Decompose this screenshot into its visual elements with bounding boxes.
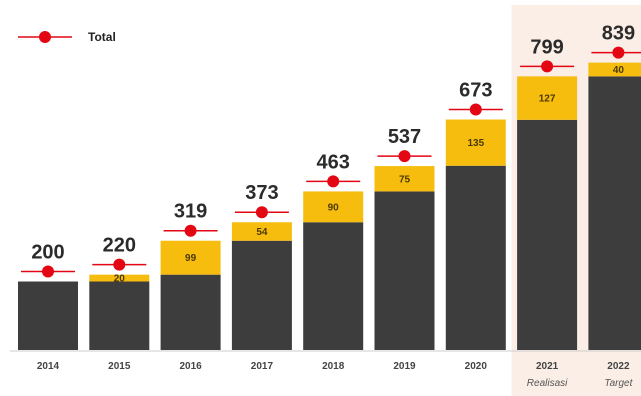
bar-increment-2020	[445, 119, 506, 166]
data-labels: 200 20 220 99 319 54 373 90 463 75 537 135 673 127 799…	[31, 23, 635, 285]
bar-increment-2018	[303, 191, 364, 223]
total-label-2022: 839	[602, 23, 635, 45]
total-marker-2019	[398, 150, 411, 163]
increment-label-2015: 20	[114, 274, 126, 285]
x-tick-2020: 2020	[465, 361, 488, 372]
bar-base-2016	[160, 274, 221, 350]
total-marker-2016	[184, 224, 197, 237]
total-label-2015: 220	[103, 235, 136, 257]
bar-base-2018	[303, 222, 364, 350]
x-tick-2022: 2022	[607, 361, 630, 372]
total-marker-2014	[42, 265, 54, 278]
x-tick-2014: 2014	[37, 361, 60, 372]
bar-base-2022	[588, 76, 641, 350]
total-marker-2021	[541, 60, 554, 73]
x-tick-2015: 2015	[108, 361, 131, 372]
total-marker-2018	[327, 175, 340, 188]
x-tick-2018: 2018	[322, 361, 345, 372]
total-label-2019: 537	[388, 126, 421, 148]
increment-label-2021: 127	[539, 94, 556, 105]
bar-increment-2021	[517, 76, 578, 120]
bar-increment-2019	[374, 166, 435, 192]
total-label-2020: 673	[459, 79, 492, 101]
total-label-2016: 319	[174, 201, 207, 223]
increment-label-2017: 54	[256, 227, 268, 238]
total-marker-2017	[255, 206, 268, 219]
total-label-2021: 799	[530, 36, 563, 58]
bar-base-2019	[374, 191, 435, 350]
legend-label-total: Total	[88, 30, 116, 44]
x-tick-2016: 2016	[179, 361, 202, 372]
total-label-2017: 373	[245, 182, 278, 204]
x-tick-2017: 2017	[251, 361, 274, 372]
bar-base-2017	[231, 240, 292, 350]
bar-increment-2017	[231, 222, 292, 241]
bar-base-2021	[517, 119, 578, 350]
increment-label-2019: 75	[399, 174, 411, 185]
bar-base-2015	[89, 281, 150, 350]
total-label-2018: 463	[317, 151, 350, 173]
bar-increment-2015	[89, 274, 150, 282]
total-marker-2015	[113, 258, 126, 271]
bars	[18, 62, 641, 350]
x-tick-labels: 2014 2015 2016 2017 2018 2019 2020 2021 Realisas…	[37, 361, 634, 389]
legend-marker-dot	[39, 31, 51, 43]
increment-label-2016: 99	[185, 253, 197, 264]
total-marker-2020	[469, 103, 482, 116]
bar-base-2014	[18, 281, 78, 350]
bar-increment-2022	[588, 62, 641, 77]
bar-increment-2016	[160, 240, 221, 275]
bar-base-2020	[445, 165, 506, 350]
x-tick-2019: 2019	[393, 361, 416, 372]
total-label-2014: 200	[31, 242, 64, 264]
x-sublabel-2021: Realisasi	[527, 378, 568, 389]
x-tick-2021: 2021	[536, 361, 559, 372]
total-markers	[21, 46, 641, 278]
increment-label-2018: 90	[328, 202, 340, 213]
x-sublabel-2022: Target	[604, 378, 633, 389]
legend: Total	[18, 30, 116, 44]
increment-label-2022: 40	[613, 65, 625, 76]
increment-label-2020: 135	[467, 138, 484, 149]
total-marker-2022	[612, 46, 625, 59]
